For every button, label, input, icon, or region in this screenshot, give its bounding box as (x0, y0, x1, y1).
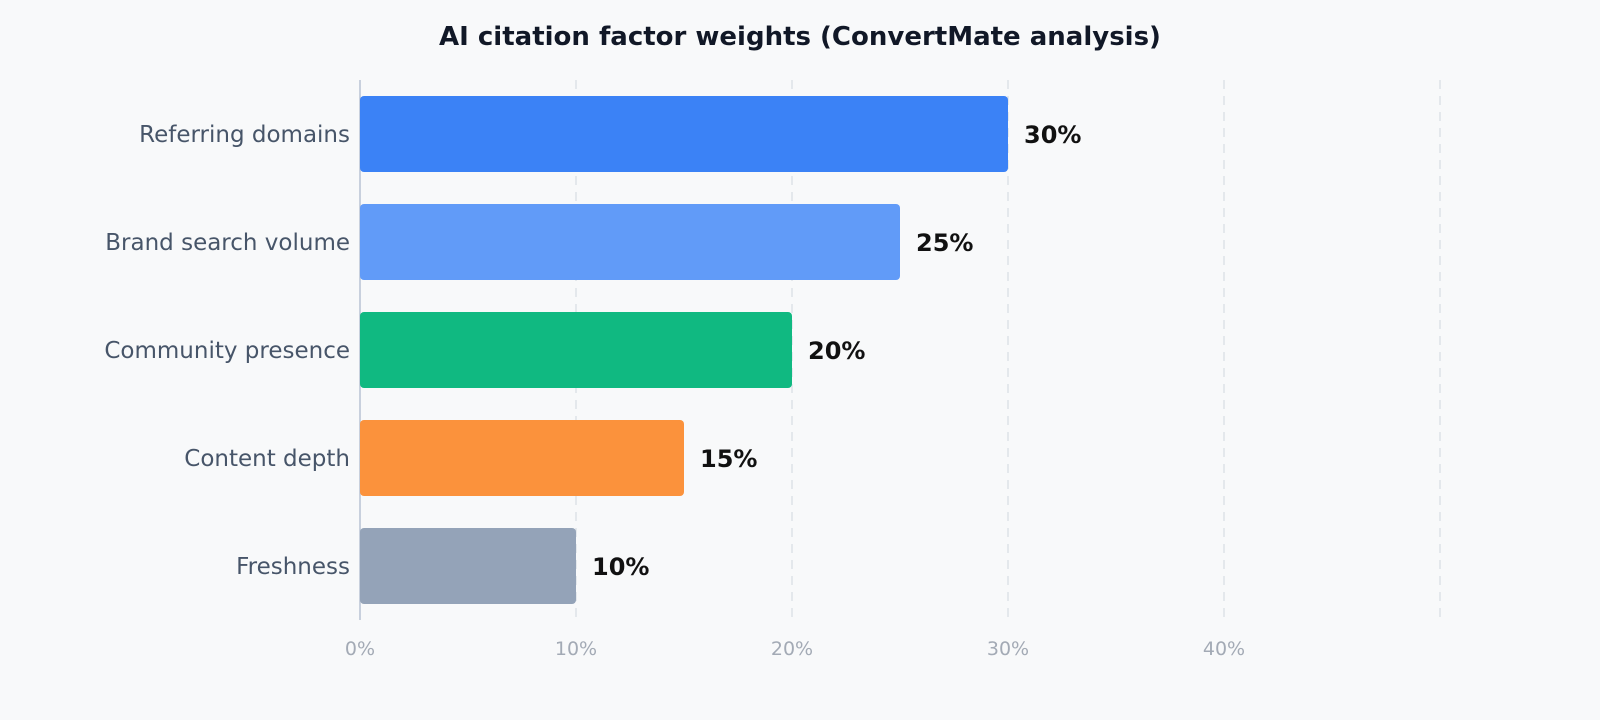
data-label: 30% (1024, 121, 1081, 149)
data-label: 20% (808, 337, 865, 365)
chart-title: AI citation factor weights (ConvertMate … (439, 22, 1161, 52)
bars (360, 96, 1008, 604)
category-label: Referring domains (139, 122, 350, 148)
x-tick-label: 30% (987, 638, 1029, 660)
category-label: Content depth (184, 446, 350, 472)
x-tick-label: 20% (771, 638, 813, 660)
x-tick-label: 10% (555, 638, 597, 660)
x-tick-label: 0% (345, 638, 375, 660)
bar (360, 312, 792, 388)
bar (360, 204, 900, 280)
data-label: 10% (592, 553, 649, 581)
bar (360, 96, 1008, 172)
data-label: 25% (916, 229, 973, 257)
bar (360, 528, 576, 604)
labels: 0% 10% 20% 30% 40% Referring domains 30% Brand … (104, 121, 1245, 660)
grid-lines (575, 80, 1441, 620)
category-label: Brand search volume (105, 230, 350, 256)
x-tick-label: 40% (1203, 638, 1245, 660)
bar (360, 420, 684, 496)
category-label: Community presence (104, 338, 350, 364)
data-label: 15% (700, 445, 757, 473)
category-label: Freshness (236, 554, 350, 580)
